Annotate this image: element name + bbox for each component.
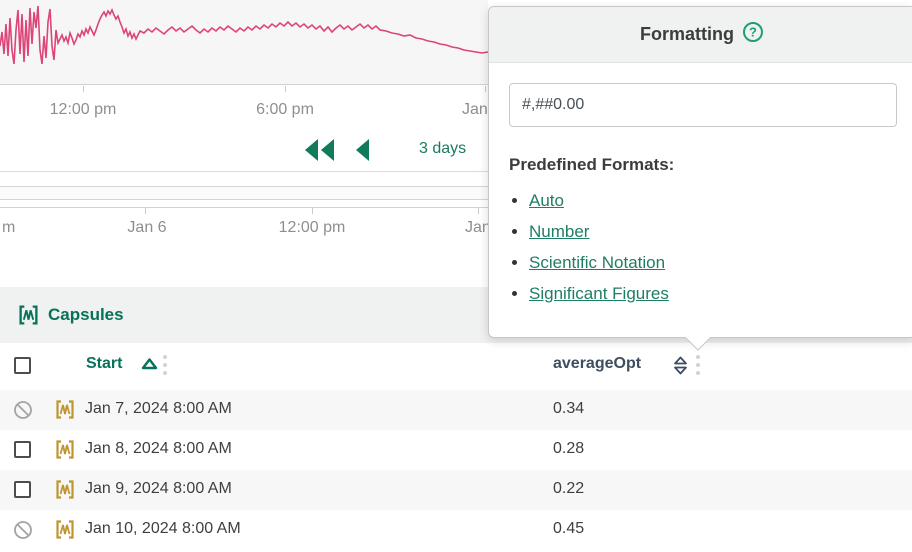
axis-tick xyxy=(485,86,486,92)
x-axis-label: 12:00 pm xyxy=(49,101,117,118)
help-icon[interactable]: ? xyxy=(742,21,764,48)
formatting-popup-header: Formatting ? xyxy=(489,7,912,63)
table-row[interactable]: Jan 8, 2024 8:00 AM 0.28 xyxy=(0,430,912,470)
capsule-start-time: Jan 7, 2024 8:00 AM xyxy=(85,400,232,417)
format-string-input[interactable] xyxy=(509,83,897,127)
bottom-axis: m Jan 6 12:00 pm Jan xyxy=(0,200,488,245)
popup-title: Formatting xyxy=(640,24,734,44)
list-item: Number xyxy=(529,216,912,247)
capsule-icon xyxy=(55,479,75,505)
svg-text:?: ? xyxy=(749,25,757,40)
format-link-scientific-notation[interactable]: Scientific Notation xyxy=(529,253,666,272)
capsule-stat-value: 0.28 xyxy=(553,440,585,457)
list-item: Scientific Notation xyxy=(529,247,912,278)
column-menu-icon[interactable] xyxy=(696,355,700,379)
capsule-start-time: Jan 10, 2024 8:00 AM xyxy=(85,520,241,537)
x-axis-label: 12:00 pm xyxy=(278,219,346,236)
list-item: Auto xyxy=(529,185,912,216)
capsule-icon xyxy=(55,439,75,465)
column-header-averageopt[interactable]: averageOpt xyxy=(553,355,642,372)
capsule-icon xyxy=(18,304,39,331)
table-row[interactable]: Jan 7, 2024 8:00 AM 0.34 xyxy=(0,390,912,430)
x-axis-label: Jan xyxy=(465,219,488,236)
column-header-start[interactable]: Start xyxy=(86,355,123,372)
capsules-table-header: Start averageOpt xyxy=(0,343,912,390)
lane-divider xyxy=(0,171,912,172)
capsule-icon xyxy=(55,519,75,545)
select-all-checkbox[interactable] xyxy=(14,357,31,374)
sort-toggle-icon[interactable] xyxy=(672,356,689,381)
list-item: Significant Figures xyxy=(529,278,912,309)
capsule-stat-value: 0.34 xyxy=(553,400,585,417)
step-back-arrow-icon[interactable] xyxy=(352,137,372,168)
trend-region: 12:00 pm 6:00 pm Jan xyxy=(0,0,488,130)
axis-tick xyxy=(478,208,479,214)
axis-tick xyxy=(145,208,146,214)
format-link-number[interactable]: Number xyxy=(529,222,590,241)
no-entry-icon[interactable] xyxy=(13,400,33,425)
axis-tick xyxy=(83,86,84,92)
formatting-popup: Formatting ? Predefined Formats: Auto Nu… xyxy=(488,6,912,351)
axis-tick xyxy=(312,208,313,214)
display-range-label[interactable]: 3 days xyxy=(419,140,467,157)
sort-ascending-icon[interactable] xyxy=(141,357,158,375)
capsule-stat-value: 0.45 xyxy=(553,520,585,537)
row-checkbox[interactable] xyxy=(14,481,31,498)
row-checkbox[interactable] xyxy=(14,441,31,458)
signal-line xyxy=(0,5,488,65)
format-link-significant-figures[interactable]: Significant Figures xyxy=(529,284,669,303)
capsule-icon xyxy=(55,399,75,425)
format-link-auto[interactable]: Auto xyxy=(529,191,564,210)
x-axis-label: 6:00 pm xyxy=(256,101,314,118)
predefined-formats-heading: Predefined Formats: xyxy=(509,155,675,174)
axis-tick xyxy=(285,86,286,92)
capsules-pane-title: Capsules xyxy=(48,305,124,324)
bottom-axis-line xyxy=(0,207,912,208)
x-axis-label: m xyxy=(2,219,16,236)
step-back-double-arrow-icon[interactable] xyxy=(303,137,337,168)
column-menu-icon[interactable] xyxy=(163,355,167,379)
trend-chart[interactable] xyxy=(0,0,488,85)
capsule-start-time: Jan 8, 2024 8:00 AM xyxy=(85,440,232,457)
predefined-formats-list: Auto Number Scientific Notation Signific… xyxy=(529,185,912,309)
capsule-stat-value: 0.22 xyxy=(553,480,585,497)
no-entry-icon[interactable] xyxy=(13,520,33,545)
x-axis-label: Jan 6 xyxy=(127,219,167,236)
x-axis-label: Jan xyxy=(462,101,488,118)
table-row[interactable]: Jan 10, 2024 8:00 AM 0.45 xyxy=(0,510,912,550)
capsule-start-time: Jan 9, 2024 8:00 AM xyxy=(85,480,232,497)
table-row[interactable]: Jan 9, 2024 8:00 AM 0.22 xyxy=(0,470,912,510)
